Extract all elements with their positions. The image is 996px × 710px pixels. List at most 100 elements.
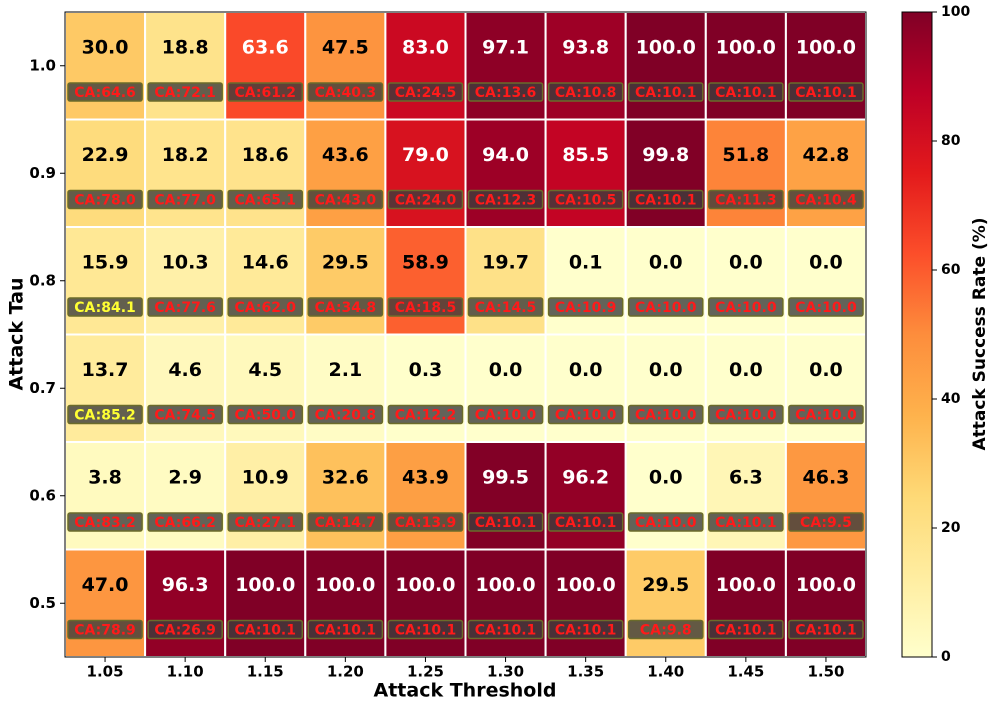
x-tick-label: 1.05 (87, 663, 124, 681)
x-tick-label: 1.20 (327, 663, 364, 681)
ca-badge (547, 619, 624, 640)
ca-label: CA:10.0 (635, 408, 697, 424)
ca-label: CA:50.0 (234, 408, 296, 424)
heatmap-cell (384, 441, 467, 551)
heatmap-cell (224, 333, 307, 443)
ca-label: CA:62.0 (234, 300, 296, 316)
ca-badge (708, 404, 784, 425)
ca-badge (627, 404, 704, 425)
heatmap-cell (384, 118, 467, 228)
heatmap-cell (64, 548, 147, 658)
value-label: 100.0 (636, 37, 696, 59)
ca-label: CA:43.0 (315, 193, 377, 209)
ca-label: CA:10.1 (475, 623, 537, 639)
colorbar-label: Attack Success Rate (%) (970, 217, 990, 450)
colorbar-tick-label: 20 (941, 520, 961, 536)
ca-label: CA:83.2 (74, 515, 136, 531)
colorbar-tick-label: 40 (941, 391, 961, 407)
heatmap-cell (784, 11, 868, 121)
ca-badge (307, 82, 384, 102)
ca-label: CA:13.6 (475, 85, 537, 101)
ca-badge (387, 619, 464, 640)
ca-label: CA:10.1 (555, 623, 617, 639)
ca-label: CA:11.3 (715, 193, 777, 209)
value-label: 29.5 (642, 574, 689, 596)
x-tick-label: 1.10 (167, 663, 204, 681)
heatmap-cell (304, 11, 387, 121)
heatmap-cell (544, 11, 627, 121)
colorbar-tick-label: 60 (941, 262, 961, 278)
ca-badge (708, 297, 784, 317)
value-label: 18.6 (242, 144, 289, 166)
heatmap-cell (624, 226, 707, 336)
ca-label: CA:85.2 (74, 408, 136, 424)
ca-label: CA:64.6 (74, 85, 136, 101)
ca-label: CA:10.1 (635, 193, 697, 209)
heatmap-cell (784, 548, 868, 658)
value-label: 96.3 (162, 574, 209, 596)
colorbar (901, 11, 933, 658)
ca-badge (147, 297, 223, 317)
ca-badge (788, 189, 864, 210)
ca-badge (467, 297, 544, 317)
ca-badge (708, 189, 784, 210)
ca-label: CA:77.0 (154, 193, 216, 209)
ca-badge (627, 619, 704, 640)
heatmap-cell (464, 118, 547, 228)
heatmap-cell (304, 441, 387, 551)
value-label: 99.5 (482, 467, 529, 489)
value-label: 97.1 (482, 37, 529, 59)
x-tick-label: 1.35 (567, 663, 604, 681)
ca-badge (147, 619, 223, 640)
heatmap-cell (384, 226, 467, 336)
ca-badge (627, 297, 704, 317)
ca-label: CA:10.1 (395, 623, 457, 639)
value-label: 100.0 (395, 574, 455, 596)
ca-label: CA:10.1 (475, 515, 537, 531)
ca-label: CA:10.1 (635, 85, 697, 101)
value-label: 18.2 (162, 144, 209, 166)
heatmap-cell (464, 333, 547, 443)
value-label: 0.0 (649, 467, 683, 489)
value-label: 0.0 (489, 359, 523, 381)
value-label: 29.5 (322, 252, 369, 274)
heatmap-cell (144, 441, 227, 551)
ca-badge (227, 404, 304, 425)
ca-label: CA:10.0 (795, 300, 857, 316)
ca-badge (227, 297, 304, 317)
ca-badge (547, 82, 624, 102)
ca-badge (627, 189, 704, 210)
heatmap-cell (64, 441, 147, 551)
heatmap-cell (144, 548, 227, 658)
ca-label: CA:10.1 (715, 85, 777, 101)
ca-badge (387, 404, 464, 425)
ca-label: CA:10.0 (555, 408, 617, 424)
x-tick-label: 1.40 (647, 663, 684, 681)
ca-label: CA:78.9 (74, 623, 136, 639)
colorbar-tick-label: 0 (941, 649, 951, 665)
ca-label: CA:10.0 (715, 408, 777, 424)
ca-label: CA:40.3 (315, 85, 377, 101)
heatmap-cell (784, 333, 868, 443)
ca-badge (627, 82, 704, 102)
ca-badge (547, 512, 624, 532)
value-label: 10.9 (242, 467, 289, 489)
ca-badge (67, 297, 143, 317)
ca-label: CA:10.1 (795, 623, 857, 639)
value-label: 0.3 (409, 359, 443, 381)
value-label: 14.6 (242, 252, 289, 274)
ca-label: CA:26.9 (154, 623, 216, 639)
heatmap-cell (384, 548, 467, 658)
colorbar-tick-label: 100 (941, 4, 970, 20)
ca-label: CA:78.0 (74, 193, 136, 209)
heatmap-cell (64, 11, 147, 121)
plot-frame (64, 11, 867, 658)
heatmap-cell (304, 226, 387, 336)
ca-label: CA:24.0 (395, 193, 457, 209)
value-label: 42.8 (803, 144, 850, 166)
x-tick-label: 1.30 (487, 663, 524, 681)
ca-label: CA:9.5 (800, 515, 852, 531)
heatmap-cell (384, 333, 467, 443)
ca-badge (467, 82, 544, 102)
heatmap-cell (544, 548, 627, 658)
